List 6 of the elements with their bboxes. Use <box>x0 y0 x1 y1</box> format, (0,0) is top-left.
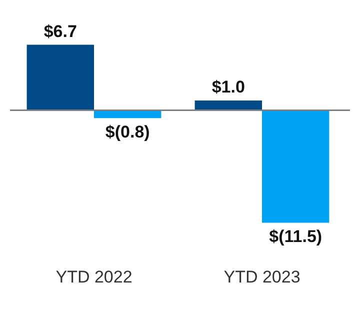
data-label: $6.7 <box>44 22 77 41</box>
x-tick-label: YTD 2023 <box>224 267 300 286</box>
data-label: $(0.8) <box>105 122 150 142</box>
data-label: $1.0 <box>212 78 245 97</box>
x-tick-label: YTD 2022 <box>56 267 132 286</box>
data-label: $(11.5) <box>269 226 322 246</box>
